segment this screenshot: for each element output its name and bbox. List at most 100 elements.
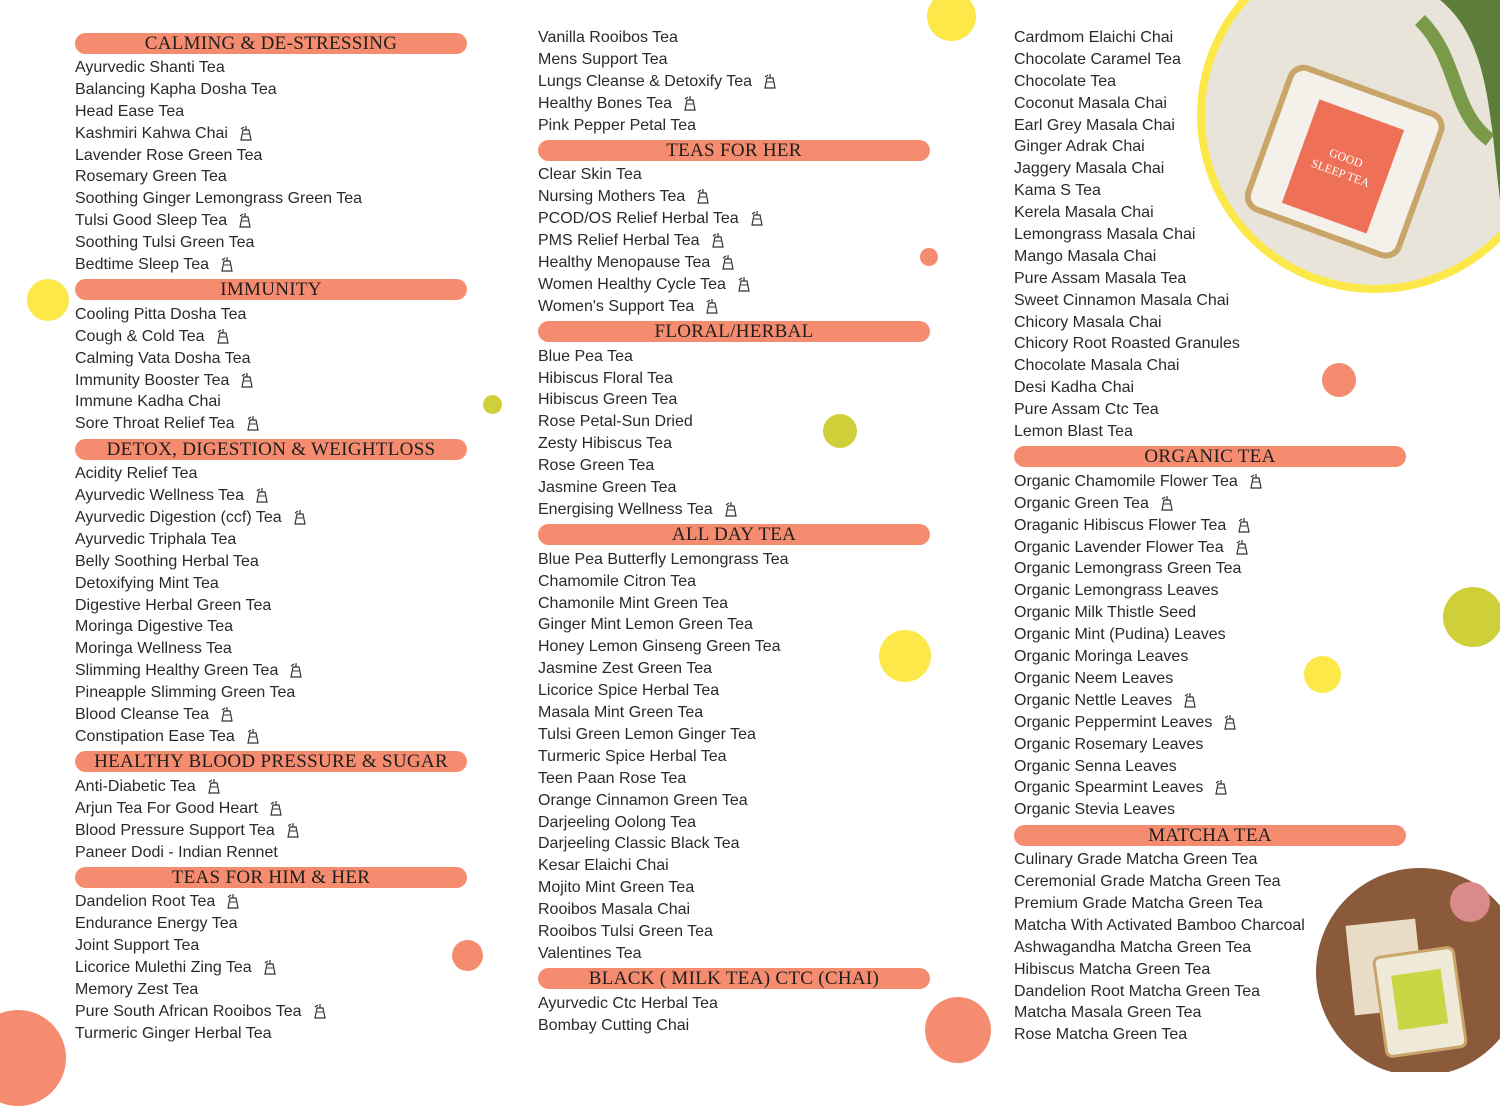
tea-bag-icon [216, 328, 229, 344]
menu-item: PMS Relief Herbal Tea [538, 230, 930, 252]
menu-item: Darjeeling Classic Black Tea [538, 833, 930, 855]
menu-item: Cardmom Elaichi Chai [1014, 27, 1406, 49]
menu-item: Ginger Mint Lemon Green Tea [538, 614, 930, 636]
menu-item: Women's Support Tea [538, 296, 930, 318]
menu-item: Ginger Adrak Chai [1014, 136, 1406, 158]
section-header: TEAS FOR HER [538, 136, 930, 164]
menu-item: Jaggery Masala Chai [1014, 158, 1406, 180]
menu-item: Paneer Dodi - Indian Rennet [75, 842, 467, 864]
item-name: Arjun Tea For Good Heart [75, 799, 258, 817]
item-name: Organic Lemongrass Leaves [1014, 582, 1219, 600]
menu-item: Rosemary Green Tea [75, 166, 467, 188]
item-name: Endurance Energy Tea [75, 915, 238, 933]
item-name: Immune Kadha Chai [75, 393, 221, 411]
section-title: MATCHA TEA [1014, 824, 1406, 846]
menu-item: Coconut Masala Chai [1014, 93, 1406, 115]
item-name: Ashwagandha Matcha Green Tea [1014, 938, 1252, 956]
deco-circle [925, 997, 991, 1063]
menu-item: Chocolate Tea [1014, 71, 1406, 93]
menu-item: Kesar Elaichi Chai [538, 855, 930, 877]
item-name: Teen Paan Rose Tea [538, 769, 687, 787]
menu-item: Turmeric Ginger Herbal Tea [75, 1023, 467, 1045]
tea-bag-icon [313, 1003, 326, 1019]
deco-circle [483, 395, 502, 414]
tea-bag-icon [1184, 692, 1197, 708]
item-name: Digestive Herbal Green Tea [75, 596, 272, 614]
deco-circle [920, 248, 938, 266]
menu-item: Kama S Tea [1014, 180, 1406, 202]
item-name: Joint Support Tea [75, 937, 200, 955]
tea-bag-icon [1250, 473, 1262, 489]
item-name: Ayurvedic Triphala Tea [75, 530, 237, 548]
tea-bag-icon [750, 211, 763, 226]
menu-item: Turmeric Spice Herbal Tea [538, 746, 930, 768]
menu-item: Blood Cleanse Tea [75, 704, 467, 726]
section-header: FLORAL/HERBAL [538, 318, 930, 346]
item-name: Moringa Digestive Tea [75, 618, 234, 636]
menu-item: Sweet Cinnamon Masala Chai [1014, 290, 1406, 312]
tea-bag-icon [221, 706, 233, 722]
tea-bag-icon [724, 501, 737, 517]
tea-bag-icon [246, 416, 259, 431]
menu-item: Organic Milk Thistle Seed [1014, 602, 1406, 624]
menu-item: Matcha With Activated Bamboo Charcoal [1014, 915, 1406, 937]
menu-item: Blood Pressure Support Tea [75, 820, 467, 842]
menu-item: Desi Kadha Chai [1014, 377, 1406, 399]
menu-item: Pure Assam Ctc Tea [1014, 399, 1406, 421]
menu-item: Jasmine Green Tea [538, 477, 930, 499]
item-name: Culinary Grade Matcha Green Tea [1014, 851, 1258, 869]
menu-item: Rose Petal-Sun Dried [538, 411, 930, 433]
menu-item: Cooling Pitta Dosha Tea [75, 304, 467, 326]
item-name: Healthy Bones Tea [538, 94, 673, 112]
item-name: Slimming Healthy Green Tea [75, 662, 279, 680]
item-name: Matcha With Activated Bamboo Charcoal [1014, 916, 1305, 934]
menu-item: Immune Kadha Chai [75, 391, 467, 413]
tea-bag-icon [287, 822, 299, 838]
menu-item: Zesty Hibiscus Tea [538, 433, 930, 455]
tea-bag-icon [1235, 539, 1248, 555]
item-name: Acidity Relief Tea [75, 465, 198, 483]
item-name: Lavender Rose Green Tea [75, 146, 263, 164]
tea-bag-icon [290, 663, 303, 678]
item-name: Coconut Masala Chai [1014, 94, 1167, 112]
menu-item: Energising Wellness Tea [538, 499, 930, 521]
item-name: Organic Nettle Leaves [1014, 691, 1173, 709]
item-name: Licorice Mulethi Zing Tea [75, 959, 252, 977]
item-name: Anti-Diabetic Tea [75, 777, 196, 795]
item-name: Organic Peppermint Leaves [1014, 713, 1213, 731]
item-name: Lungs Cleanse & Detoxify Tea [538, 72, 753, 90]
item-name: Hibiscus Floral Tea [538, 369, 673, 387]
product-photo-bottom [1316, 868, 1500, 1072]
item-name: Jasmine Zest Green Tea [538, 660, 713, 678]
item-name: Immunity Booster Tea [75, 371, 230, 389]
item-name: Mojito Mint Green Tea [538, 879, 695, 897]
section-header: MATCHA TEA [1014, 821, 1406, 849]
menu-item: Ashwagandha Matcha Green Tea [1014, 937, 1406, 959]
menu-item: Kashmiri Kahwa Chai [75, 123, 467, 145]
item-name: Chocolate Caramel Tea [1014, 50, 1181, 68]
section-title: TEAS FOR HIM & HER [75, 866, 467, 888]
menu-item: Organic Moringa Leaves [1014, 646, 1406, 668]
item-name: Organic Mint (Pudina) Leaves [1014, 626, 1226, 644]
item-name: Bedtime Sleep Tea [75, 256, 210, 274]
menu-item: Lungs Cleanse & Detoxify Tea [538, 71, 930, 93]
deco-circle [1304, 656, 1341, 693]
item-name: Clear Skin Tea [538, 166, 642, 184]
menu-item: Mens Support Tea [538, 49, 930, 71]
item-name: Blue Pea Tea [538, 347, 633, 365]
menu-item: Organic Lavender Flower Tea [1014, 537, 1406, 559]
tea-bag-icon [764, 73, 776, 89]
item-name: Turmeric Spice Herbal Tea [538, 747, 727, 765]
item-name: Mango Masala Chai [1014, 247, 1157, 265]
item-name: Cough & Cold Tea [75, 327, 205, 345]
product-photo-top: GOOD SLEEP TEA [1197, 0, 1500, 293]
menu-item: Blue Pea Butterfly Lemongrass Tea [538, 549, 930, 571]
menu-item: Hibiscus Matcha Green Tea [1014, 959, 1406, 981]
item-name: Kama S Tea [1014, 182, 1101, 200]
item-name: PCOD/OS Relief Herbal Tea [538, 210, 739, 228]
menu-column: Cardmom Elaichi Chai Chocolate Caramel Te… [1014, 27, 1406, 1046]
item-name: Tulsi Green Lemon Ginger Tea [538, 725, 756, 743]
menu-item: Bombay Cutting Chai [538, 1015, 930, 1037]
item-name: Tulsi Good Sleep Tea [75, 212, 228, 230]
menu-item: Chocolate Caramel Tea [1014, 49, 1406, 71]
